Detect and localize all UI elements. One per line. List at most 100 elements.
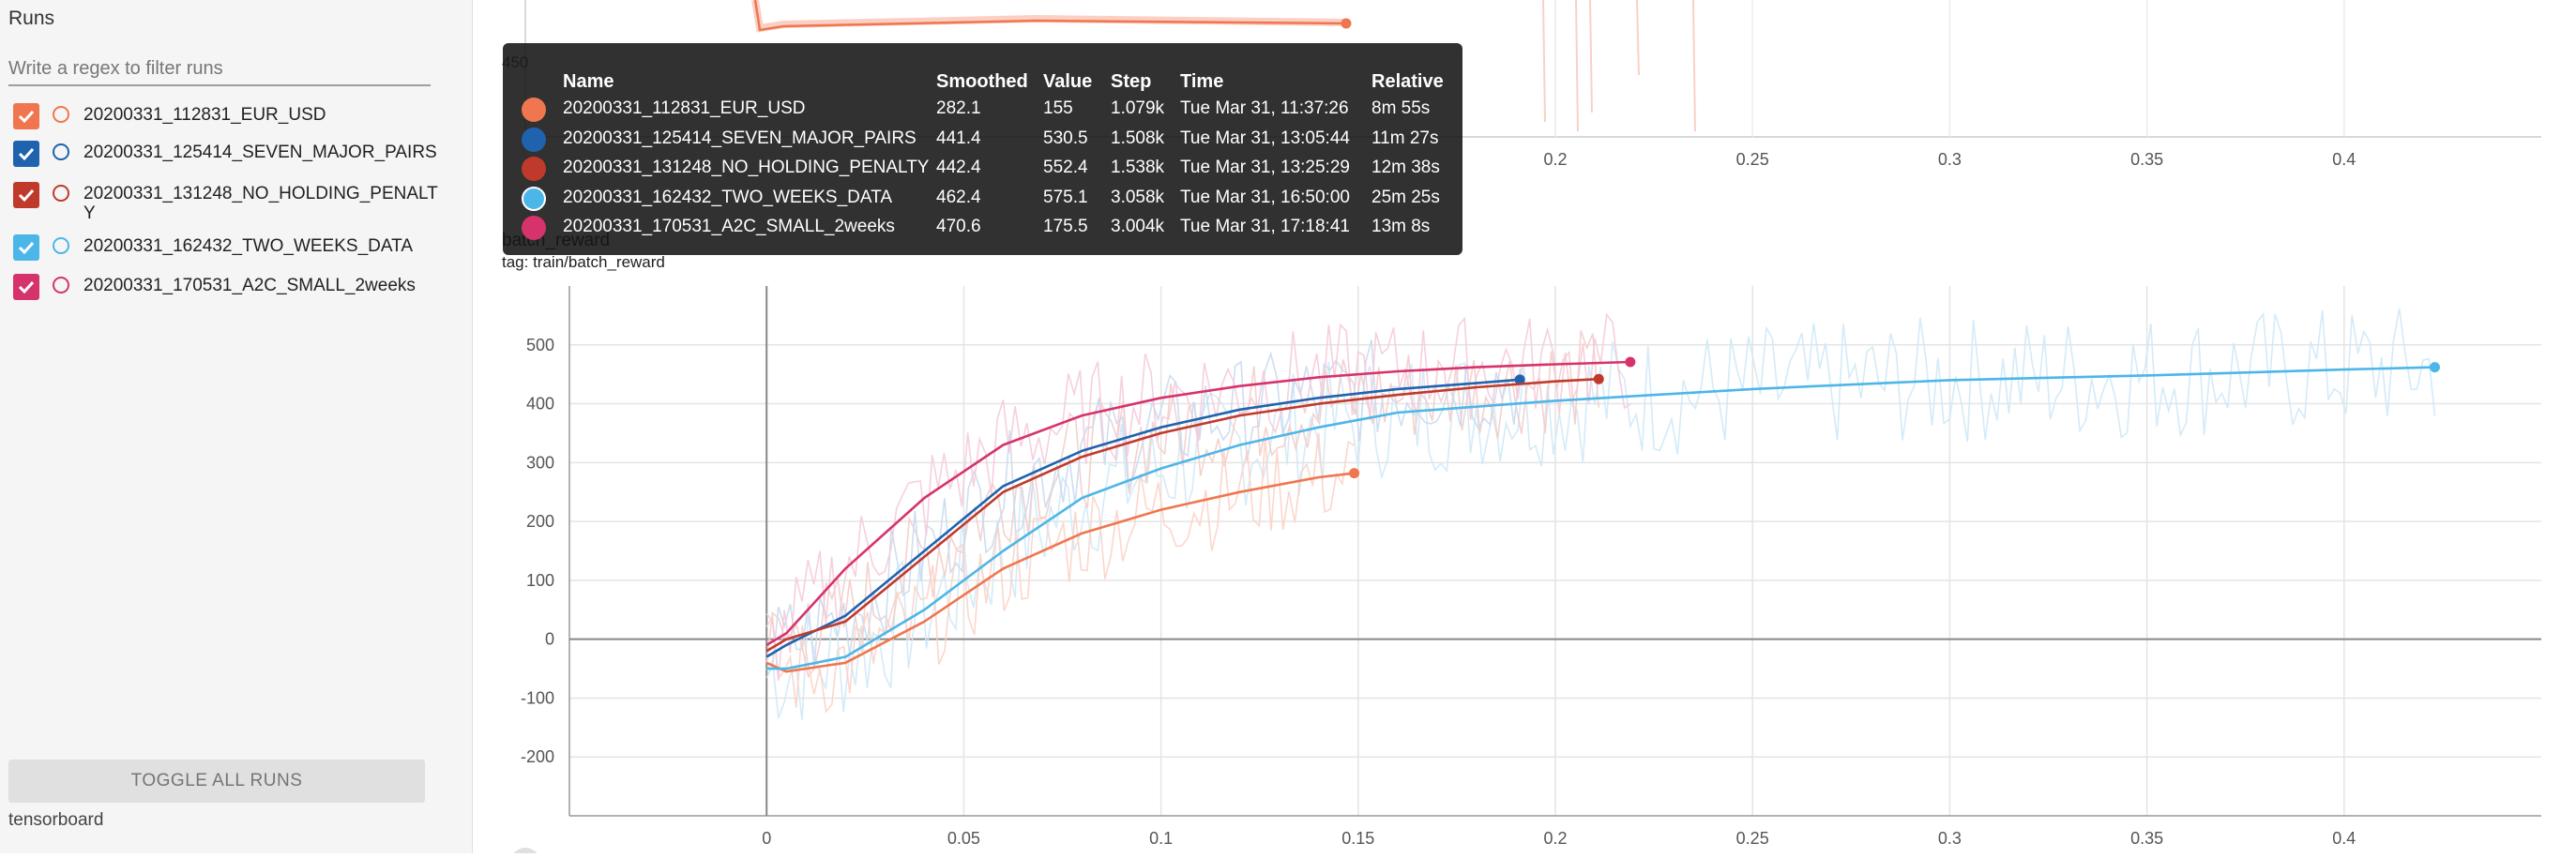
raw-series-noise: [765, 339, 1521, 679]
tooltip-cell-smoothed: 441.4: [936, 128, 981, 148]
x-tick-label: 0.4: [2332, 829, 2356, 848]
run-filter-input[interactable]: [8, 53, 431, 86]
top-chart-x-ticks: 0.2 0.25 0.3 0.35 0.4: [1543, 0, 2356, 169]
tooltip-cell-step: 1.508k: [1111, 128, 1165, 148]
series-endpoint[interactable]: [1349, 468, 1360, 479]
run-label: 20200331_162432_TWO_WEEKS_DATA: [83, 236, 413, 256]
run-checkbox[interactable]: [13, 274, 39, 300]
x-tick-label: 0.25: [1736, 829, 1769, 848]
tensorboard-brand: tensorboard: [8, 810, 104, 830]
tooltip-cell-smoothed: 462.4: [936, 187, 981, 207]
run-label: 20200331_170531_A2C_SMALL_2weeks: [83, 276, 416, 295]
series-endpoint[interactable]: [1593, 373, 1604, 384]
tooltip-run-color-icon: [522, 186, 546, 211]
x-axis-ticks: 0 0.05 0.1 0.15 0.2 0.25 0.3 0.35 0.4: [762, 829, 2356, 848]
run-row[interactable]: 20200331_112831_EUR_USD: [13, 103, 438, 129]
tooltip-header-relative: Relative: [1371, 71, 1444, 92]
series-endpoint[interactable]: [1514, 374, 1525, 385]
y-tick-label: 500: [526, 336, 554, 354]
tooltip-cell-relative: 11m 27s: [1371, 128, 1439, 148]
y-tick-label: -100: [521, 688, 554, 707]
x-tick-label: 0.05: [947, 829, 980, 848]
run-row[interactable]: 20200331_131248_NO_HOLDING_PENALTY: [13, 182, 438, 223]
tooltip-cell-value: 575.1: [1043, 187, 1088, 207]
tooltip-cell-value: 155: [1043, 98, 1073, 118]
top-chart-eur-usd-endpoint: [1341, 18, 1352, 29]
check-icon: [18, 241, 35, 255]
run-label: 20200331_131248_NO_HOLDING_PENALTY: [83, 184, 438, 223]
tooltip-cell-time: Tue Mar 31, 11:37:26: [1180, 98, 1349, 118]
tooltip-cell-step: 1.079k: [1111, 98, 1165, 118]
top-chart-x-tick-label: 0.4: [2332, 150, 2356, 169]
check-icon: [18, 110, 35, 124]
run-color-icon[interactable]: [53, 185, 69, 202]
tooltip-cell-smoothed: 470.6: [936, 217, 981, 236]
tooltip-cell-relative: 12m 38s: [1371, 158, 1440, 177]
hover-tooltip: Name Smoothed Value Step Time Relative 2020033…: [503, 43, 1462, 255]
run-checkbox[interactable]: [13, 141, 39, 167]
tooltip-run-color-icon: [522, 127, 546, 152]
main-panel: 0.20.250.30.350.4 450 batch_reward tag: …: [474, 0, 2576, 858]
tooltip-header-time: Time: [1180, 71, 1224, 92]
check-icon: [18, 188, 35, 203]
tooltip-cell-time: Tue Mar 31, 13:05:44: [1180, 128, 1350, 148]
series-endpoint[interactable]: [1625, 356, 1636, 368]
chart-axes: [568, 286, 2541, 817]
run-checkbox[interactable]: [13, 234, 39, 261]
tooltip-header-smoothed: Smoothed: [936, 71, 1028, 92]
y-axis-ticks: -200 -100 0 100 200 300 400 500: [521, 336, 554, 766]
series-line: [765, 378, 1521, 658]
run-color-icon[interactable]: [53, 106, 69, 123]
y-tick-label: 100: [526, 571, 554, 590]
tooltip-cell-time: Tue Mar 31, 13:25:29: [1180, 158, 1350, 177]
run-checkbox[interactable]: [13, 103, 39, 129]
tooltip-header-value: Value: [1043, 71, 1093, 92]
expand-chart-icon[interactable]: [510, 848, 540, 858]
tooltip-run-color-icon: [522, 157, 546, 181]
tooltip-cell-name: 20200331_125414_SEVEN_MAJOR_PAIRS: [563, 128, 917, 148]
tooltip-header-step: Step: [1111, 71, 1152, 92]
run-color-icon[interactable]: [53, 237, 69, 254]
tooltip-cell-step: 1.538k: [1111, 158, 1165, 177]
top-chart-eur-usd-line: [753, 0, 1347, 32]
runs-sidebar: Runs 20200331_112831_EUR_USD 20200331_125…: [0, 0, 473, 853]
series-endpoint[interactable]: [2429, 362, 2440, 373]
x-tick-label: 0.1: [1149, 829, 1173, 848]
run-checkbox[interactable]: [13, 182, 39, 208]
batch-reward-chart: -200 -100 0 100 200 300 400 500 0 0.05 0.1 0.15 0.2…: [521, 286, 2541, 848]
run-row[interactable]: 20200331_125414_SEVEN_MAJOR_PAIRS: [13, 141, 438, 167]
check-icon: [18, 147, 35, 161]
run-color-icon[interactable]: [53, 143, 69, 160]
tooltip-cell-step: 3.058k: [1111, 187, 1165, 207]
tooltip-cell-relative: 25m 25s: [1371, 187, 1440, 207]
top-chart-x-tick-label: 0.25: [1736, 150, 1769, 169]
tooltip-cell-smoothed: 282.1: [936, 98, 981, 118]
series-line: [765, 360, 1630, 647]
tooltip-header-name: Name: [563, 71, 614, 92]
raw-data-noise: [765, 308, 2436, 720]
tooltip-cell-name: 20200331_162432_TWO_WEEKS_DATA: [563, 187, 892, 207]
series-line: [766, 366, 2435, 670]
run-color-icon[interactable]: [53, 277, 69, 294]
tooltip-cell-time: Tue Mar 31, 16:50:00: [1180, 187, 1350, 207]
top-chart-x-tick-label: 0.2: [1543, 150, 1567, 169]
top-chart-x-tick-label: 0.35: [2130, 150, 2163, 169]
toggle-all-runs-button[interactable]: TOGGLE ALL RUNS: [8, 760, 425, 803]
run-row[interactable]: 20200331_162432_TWO_WEEKS_DATA: [13, 234, 438, 261]
x-tick-label: 0.35: [2130, 829, 2163, 848]
run-row[interactable]: 20200331_170531_A2C_SMALL_2weeks: [13, 274, 438, 300]
y-tick-label: 0: [545, 630, 554, 649]
run-label: 20200331_125414_SEVEN_MAJOR_PAIRS: [83, 143, 437, 162]
tooltip-cell-name: 20200331_170531_A2C_SMALL_2weeks: [563, 217, 895, 236]
runs-title: Runs: [8, 8, 55, 29]
x-tick-label: 0.3: [1938, 829, 1962, 848]
check-icon: [18, 280, 35, 294]
tooltip-cell-step: 3.004k: [1111, 217, 1165, 236]
tooltip-cell-time: Tue Mar 31, 17:18:41: [1180, 217, 1350, 236]
tooltip-cell-relative: 13m 8s: [1371, 217, 1431, 236]
x-tick-label: 0: [762, 829, 771, 848]
tooltip-run-color-icon: [522, 216, 546, 240]
raw-series-noise: [765, 432, 1355, 714]
series-line: [765, 472, 1355, 673]
chart-series: [765, 356, 2440, 673]
